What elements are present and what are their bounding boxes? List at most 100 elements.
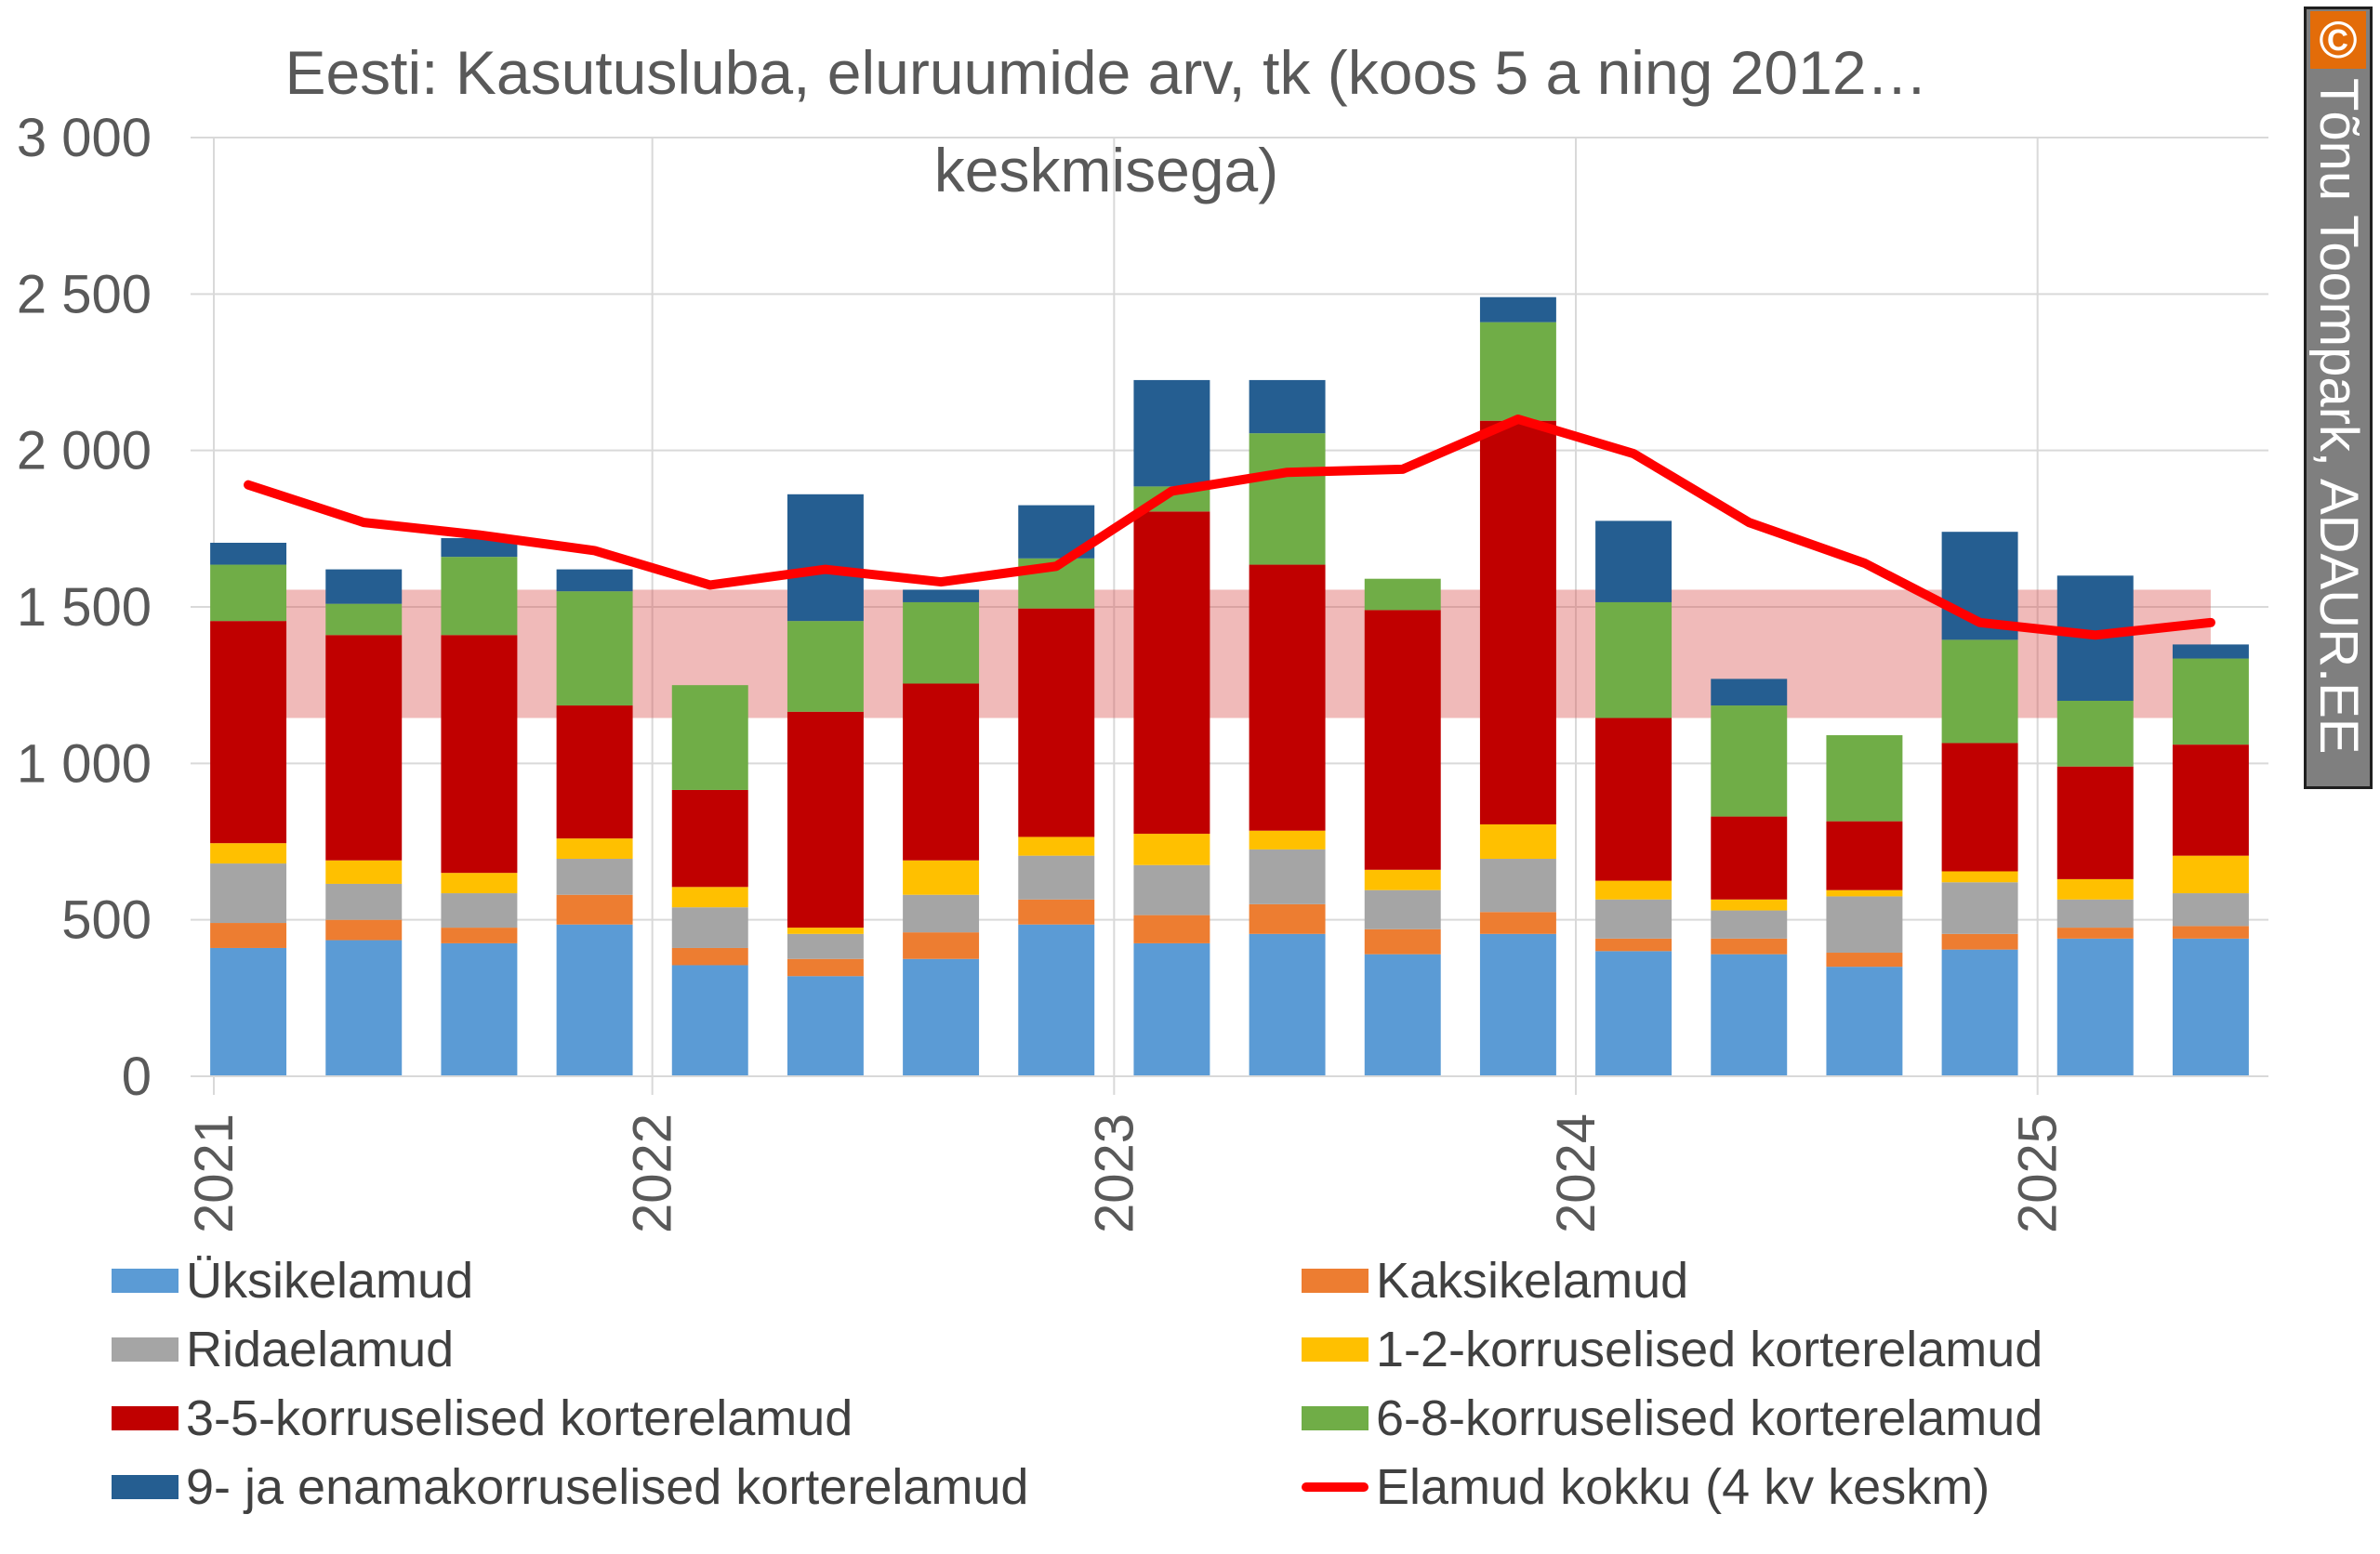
legend-swatch: [1302, 1337, 1368, 1362]
bar-segment: [1941, 743, 2018, 872]
bar-segment: [2172, 893, 2249, 927]
bar-segment: [1711, 910, 1788, 939]
bar-segment: [1826, 967, 1903, 1076]
average-band-layer: [248, 589, 2211, 718]
bar-segment: [1595, 899, 1673, 939]
bar-segment: [1479, 322, 1556, 421]
x-tick-label: 2022: [623, 1113, 683, 1233]
average-band: [248, 589, 2211, 718]
bar-segment: [556, 894, 633, 925]
legend-item: Elamud kokku (4 kv keskm): [1302, 1455, 1990, 1520]
bar-segment: [903, 894, 980, 933]
bar-segment: [2056, 899, 2134, 928]
bar-segment: [1826, 896, 1903, 954]
legend-item: Kaksikelamud: [1302, 1248, 1688, 1313]
bar-segment: [1826, 821, 1903, 890]
bar-segment: [1595, 520, 1673, 602]
y-tick-label: 0: [122, 1047, 152, 1107]
bar-segment: [2056, 938, 2134, 1076]
bar-segment: [671, 947, 748, 966]
bar-segment: [1479, 912, 1556, 934]
legend-label: Üksikelamud: [186, 1253, 474, 1309]
legend-label: Elamud kokku (4 kv keskm): [1376, 1459, 1990, 1515]
bar-segment: [441, 942, 518, 1076]
bar-segment: [556, 924, 633, 1076]
bar-segment: [787, 958, 864, 977]
bar-segment: [1133, 379, 1210, 487]
bar-segment: [1479, 933, 1556, 1076]
gridlines: [191, 137, 2268, 1095]
y-tick-label: 1 500: [17, 577, 152, 638]
bar-segment: [903, 860, 980, 895]
bar-segment: [1364, 954, 1441, 1076]
bar-segment: [1249, 933, 1326, 1076]
bar-segment: [903, 601, 980, 684]
bar-segment: [325, 603, 403, 636]
bar-segment: [2056, 701, 2134, 767]
bar-segment: [2056, 878, 2134, 900]
bar-segment: [1941, 949, 2018, 1076]
bar-segment: [1133, 834, 1210, 865]
bar-segment: [1018, 899, 1095, 925]
bar-segment: [556, 859, 633, 895]
bar-segment: [1249, 903, 1326, 934]
bar-segment: [2172, 855, 2249, 894]
bar-segment: [1479, 859, 1556, 913]
bar-segment: [556, 591, 633, 706]
bar-segment: [441, 635, 518, 874]
legend-item: 6-8-korruselised korterelamud: [1302, 1386, 2043, 1451]
bar-segment: [210, 863, 287, 924]
bar-segment: [1133, 915, 1210, 943]
bar-segment: [1018, 608, 1095, 837]
bar-segment: [787, 928, 864, 934]
legend-label: 3-5-korruselised korterelamud: [186, 1390, 853, 1446]
bar-segment: [1595, 880, 1673, 900]
bar-segment: [1941, 882, 2018, 934]
legend-item: 3-5-korruselised korterelamud: [112, 1386, 853, 1451]
watermark: [2304, 7, 2373, 789]
bar-segment: [1018, 924, 1095, 1076]
bar-segment: [671, 789, 748, 888]
bar-segment: [1479, 420, 1556, 824]
bar-segment: [441, 557, 518, 636]
bar-segment: [1249, 564, 1326, 831]
bar-segment: [1364, 889, 1441, 929]
legend-label: 1-2-korruselised korterelamud: [1376, 1322, 2043, 1377]
bar-segment: [1826, 953, 1903, 968]
bar-segment: [441, 893, 518, 928]
legend-item: Ridaelamud: [112, 1317, 454, 1382]
bar-segment: [903, 589, 980, 602]
bar-segment: [2172, 658, 2249, 745]
bar-segment: [2056, 766, 2134, 879]
legend-label: Kaksikelamud: [1376, 1253, 1689, 1309]
bar-segment: [787, 976, 864, 1076]
bar-segment: [2172, 926, 2249, 939]
x-tick-label: 2025: [2008, 1113, 2069, 1233]
bar-segment: [1711, 705, 1788, 817]
bar-segment: [1711, 938, 1788, 955]
bar-segment: [1249, 433, 1326, 565]
bar-segment: [671, 685, 748, 790]
bar-segment: [325, 860, 403, 884]
bar-segment: [210, 621, 287, 844]
bar-segment: [441, 537, 518, 558]
legend-item: 1-2-korruselised korterelamud: [1302, 1317, 2043, 1382]
bar-segment: [1364, 610, 1441, 870]
legend-line-swatch: [1302, 1482, 1368, 1492]
bar-segment: [671, 887, 748, 908]
legend-swatch: [1302, 1406, 1368, 1430]
bar-segment: [1133, 864, 1210, 915]
watermark-text: Tõnu Toompark, ADAUR.EE: [2308, 78, 2369, 755]
legend-swatch: [1302, 1269, 1368, 1293]
bar-segment: [2056, 928, 2134, 939]
y-tick-label: 500: [61, 890, 152, 951]
bar-segment: [210, 843, 287, 864]
bar-segment: [1711, 816, 1788, 900]
bar-segment: [1018, 836, 1095, 856]
legend-swatch: [112, 1269, 178, 1293]
bar-segment: [556, 838, 633, 860]
bar-segment: [1479, 296, 1556, 323]
bar-segment: [556, 705, 633, 839]
bar-segment: [1364, 578, 1441, 611]
